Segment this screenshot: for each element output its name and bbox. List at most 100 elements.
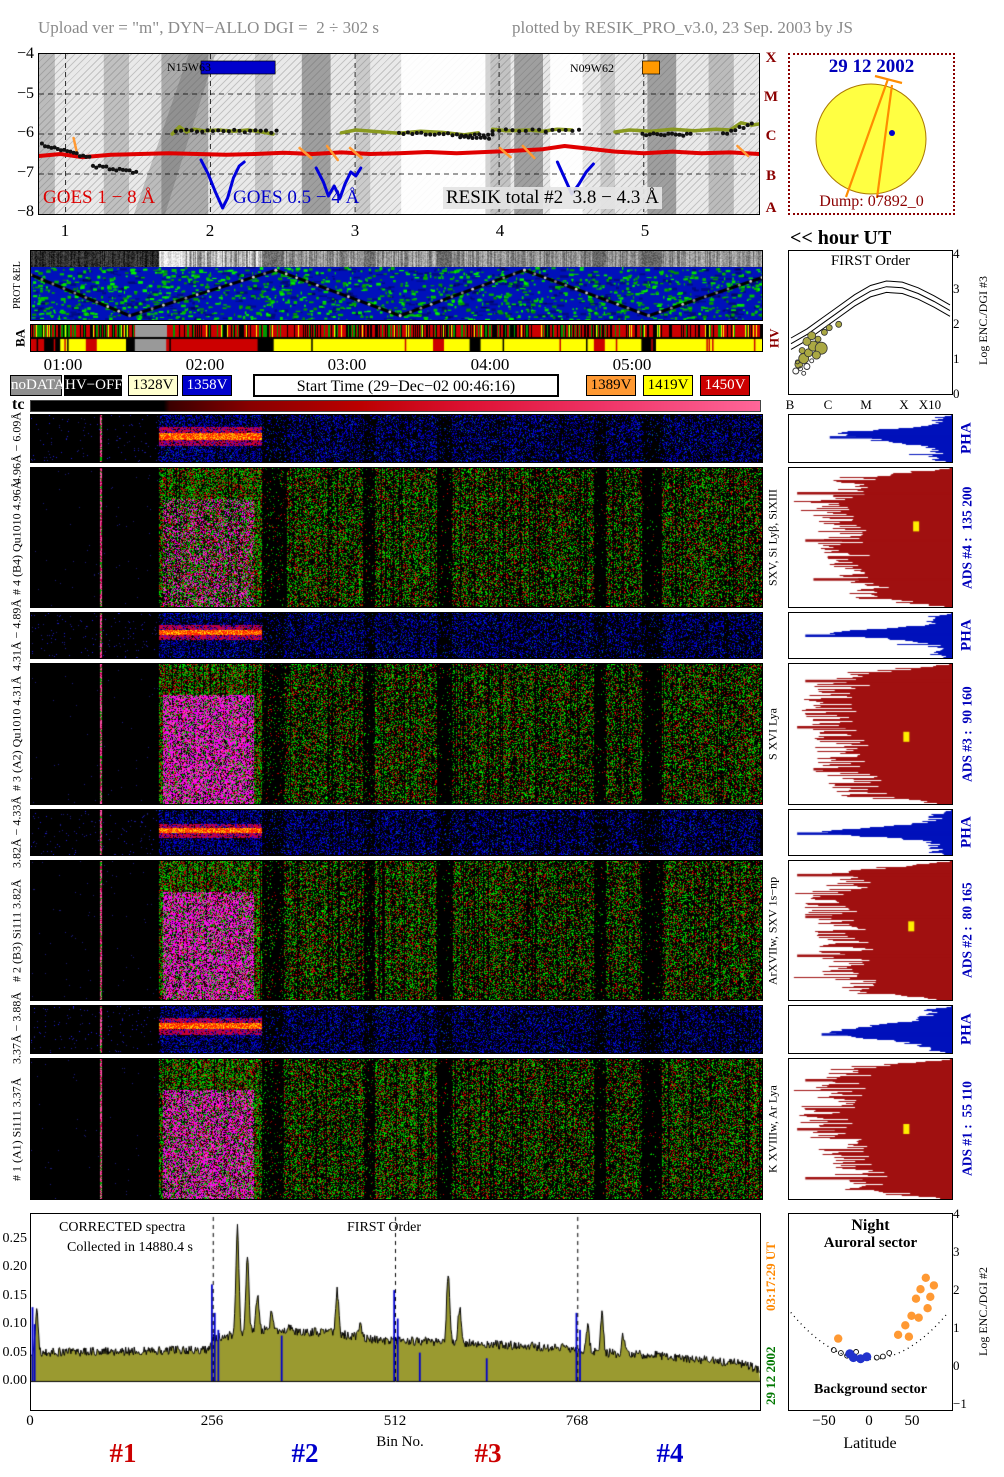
pha2-label: PHA	[958, 619, 975, 652]
spectrogram-ads3	[30, 663, 763, 805]
start-time-box: Start Time (29−Dec−02 00:46:16)	[253, 374, 559, 397]
lat-rtick-3: 3	[953, 1244, 960, 1259]
pha4-label: PHA	[958, 1013, 975, 1046]
lat-tick-m50: −50	[812, 1413, 836, 1429]
lat-rtick-m1: −1	[953, 1396, 967, 1411]
lat-rtick-2: 2	[953, 1282, 960, 1297]
goes-xtick-1: 1	[60, 221, 70, 240]
flare1-region-label: N15W63	[167, 60, 211, 74]
scan-tick	[874, 74, 903, 85]
fo-rtick-2: 2	[953, 316, 960, 331]
first-order-chart	[790, 280, 951, 376]
particle-grayscale-strip	[31, 251, 762, 267]
header-plotted-by: plotted by RESIK_PRO_v3.0, 23 Sep. 2003 …	[512, 18, 853, 37]
hist-pha4-panel	[788, 1005, 953, 1054]
hist-ads2-canvas	[789, 861, 952, 1000]
sector-1-label: #1	[109, 1438, 137, 1468]
lat-rtick-4: 4	[953, 1206, 960, 1221]
sector-4-label: #4	[656, 1438, 684, 1468]
flare2-region-label: N09W62	[570, 61, 614, 75]
bin-tick-256: 256	[200, 1413, 224, 1429]
spectrogram-ads2	[30, 860, 763, 1001]
bin-no-label: Bin No.	[376, 1434, 424, 1450]
hist-pha2-canvas	[789, 613, 952, 658]
fo-xtick-m: M	[860, 397, 872, 412]
hv-state-panel	[30, 324, 763, 352]
first-order-tag: FIRST Order	[347, 1220, 422, 1235]
spectrogram-ads2-canvas	[31, 861, 762, 1000]
ads3-line-label: S XVI Lya	[765, 708, 780, 760]
legend-1450v: 1450V	[700, 375, 750, 396]
background-sector-label: Background sector	[814, 1382, 927, 1397]
legend-hv-off: HV−OFF	[64, 375, 123, 396]
fo-rtick-3: 3	[953, 281, 960, 296]
spectrogram-pha2-canvas	[31, 613, 762, 658]
ads2-label: ADS #2 : 80 165	[959, 882, 975, 979]
spectrogram-pha4-canvas	[31, 1006, 762, 1053]
hist-ads1-canvas	[789, 1059, 952, 1199]
bin-tick-0: 0	[26, 1413, 34, 1429]
solar-disk-panel: 29 12 2002 Dump: 07892_0	[788, 53, 955, 215]
hist-pha3-panel	[788, 809, 953, 856]
particle-orbit-map	[31, 267, 762, 320]
spectrogram-pha1-canvas	[31, 415, 762, 462]
ads1-label: ADS #1 : 55 110	[959, 1081, 975, 1177]
hist-ads3-panel	[788, 663, 953, 805]
time-tick-0200: 02:00	[185, 355, 225, 374]
hv-label: HV	[766, 328, 782, 348]
bin-tick-768: 768	[565, 1413, 589, 1429]
latitude-scatter-panel: Night Auroral sector Background sector	[788, 1213, 953, 1411]
particle-monitor-panel	[30, 250, 763, 321]
spectrogram-ads1	[30, 1058, 763, 1200]
resik-total-legend: RESIK total #2 3.8 − 4.3 Å	[443, 187, 662, 209]
dump-label: Dump: 07892_0	[819, 193, 924, 210]
spectrogram-pha1	[30, 414, 763, 463]
scan-line-1	[844, 78, 890, 198]
fo-rtick-1: 1	[953, 351, 960, 366]
goes-class-x: X	[765, 50, 777, 66]
lat-rtick-0: 0	[953, 1358, 960, 1373]
fo-rtick-4: 4	[953, 246, 960, 261]
spectra-ytick-000: 0.00	[2, 1373, 28, 1388]
time-tick-0400: 04:00	[470, 355, 510, 374]
legend-1389v: 1389V	[586, 375, 636, 396]
spectra-ytick-010: 0.10	[2, 1316, 28, 1331]
goes-ytick-m5: −5	[16, 85, 34, 102]
spectrogram-ads4	[30, 467, 763, 608]
corrected-spectra-panel: CORRECTED spectra Collected in 14880.4 s…	[30, 1213, 761, 1411]
ads4-line-label: SXV, Si Lyβ, SiXIII	[765, 489, 780, 586]
spectra-ytick-020: 0.20	[2, 1259, 28, 1274]
spectrogram-ads3-canvas	[31, 664, 762, 804]
goes-flux-panel: N15W63 N09W62 GOES 1 − 8 Å GOES 0.5 − 4 …	[38, 53, 760, 215]
goes-xtick-5: 5	[640, 221, 650, 240]
hist-ads1-panel	[788, 1058, 953, 1200]
hist-pha4-canvas	[789, 1006, 952, 1053]
lat-tick-0: 0	[865, 1413, 873, 1429]
goes-ytick-m8: −8	[16, 203, 34, 220]
hist-pha3-canvas	[789, 810, 952, 855]
tc-label: tc	[12, 396, 25, 413]
spectra-ytick-025: 0.25	[2, 1231, 28, 1246]
legend-1328v: 1328V	[128, 375, 178, 396]
fo-xtick-c: C	[823, 397, 833, 412]
scan-line-2	[875, 84, 894, 199]
first-order-panel: FIRST Order	[788, 250, 953, 395]
side-date-label: 29 12 2002	[763, 1346, 778, 1406]
ads1-line-label: K XVIIIw, Ar Lya	[765, 1085, 780, 1173]
goes-class-m: M	[763, 89, 779, 105]
hist-ads2-panel	[788, 860, 953, 1001]
auroral-sector-label: Auroral sector	[823, 1235, 918, 1251]
spectra-ytick-005: 0.05	[2, 1345, 28, 1360]
goes-xtick-4: 4	[495, 221, 505, 240]
goes-xtick-3: 3	[350, 221, 360, 240]
side-time-label: 03:17:29 UT	[763, 1242, 778, 1312]
lat-right-axis-label: Log ENC./DGI #2	[976, 1267, 990, 1357]
goes-05-4-legend: GOES 0.5 − 4 Å	[233, 187, 360, 208]
solar-disk-image	[815, 74, 927, 199]
protel-axis-label: PROT &EL	[12, 261, 23, 309]
time-tick-0300: 03:00	[327, 355, 367, 374]
goes-ytick-m7: −7	[16, 164, 34, 181]
legend-1419v: 1419V	[643, 375, 693, 396]
sun-date: 29 12 2002	[828, 56, 915, 77]
